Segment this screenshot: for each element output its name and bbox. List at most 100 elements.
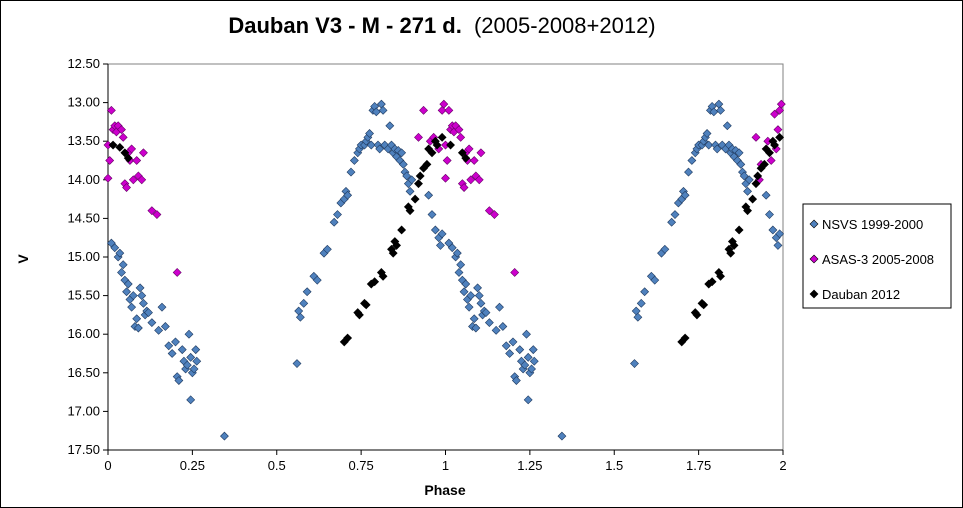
data-point bbox=[446, 140, 455, 150]
data-point bbox=[712, 144, 722, 154]
data-point bbox=[748, 194, 758, 204]
data-point bbox=[191, 345, 201, 355]
data-point bbox=[177, 345, 187, 355]
data-point bbox=[115, 248, 125, 258]
data-point bbox=[505, 349, 515, 358]
data-point bbox=[511, 376, 521, 385]
data-point bbox=[441, 173, 450, 183]
data-point bbox=[766, 156, 776, 165]
legend-marker bbox=[809, 254, 819, 264]
data-point bbox=[687, 156, 697, 165]
data-point bbox=[405, 186, 415, 196]
data-point bbox=[365, 129, 374, 138]
data-point bbox=[139, 148, 148, 158]
data-point bbox=[768, 225, 778, 235]
data-point bbox=[743, 206, 752, 216]
data-point bbox=[132, 314, 142, 324]
data-point bbox=[132, 156, 142, 165]
data-point bbox=[157, 302, 167, 312]
data-point bbox=[660, 244, 670, 254]
data-point bbox=[770, 109, 779, 119]
data-point bbox=[427, 210, 437, 219]
data-point bbox=[405, 206, 415, 216]
data-point bbox=[397, 225, 407, 235]
data-point bbox=[427, 148, 437, 158]
data-point bbox=[736, 159, 746, 169]
data-point bbox=[343, 333, 353, 343]
data-point bbox=[481, 308, 491, 318]
data-point bbox=[171, 337, 180, 347]
data-point bbox=[523, 352, 533, 362]
data-point bbox=[466, 175, 476, 185]
data-point bbox=[437, 229, 447, 239]
series-2 bbox=[108, 132, 785, 347]
data-point bbox=[189, 364, 199, 374]
data-point bbox=[430, 225, 440, 235]
data-point bbox=[508, 337, 518, 347]
data-point bbox=[117, 125, 126, 135]
data-point bbox=[753, 171, 763, 181]
legend-label: Dauban 2012 bbox=[822, 287, 900, 302]
series-layer bbox=[103, 99, 786, 441]
data-point bbox=[765, 210, 774, 219]
x-tick-label: 0.25 bbox=[180, 458, 205, 473]
data-point bbox=[461, 279, 471, 289]
plot-area bbox=[107, 63, 784, 451]
data-point bbox=[461, 153, 471, 163]
data-point bbox=[407, 175, 417, 185]
data-point bbox=[144, 308, 153, 318]
data-point bbox=[464, 144, 474, 154]
data-point bbox=[385, 121, 395, 131]
data-point bbox=[436, 240, 445, 250]
data-point bbox=[432, 140, 442, 150]
y-tick-label: 13.00 bbox=[67, 95, 100, 110]
data-point bbox=[751, 132, 761, 142]
legend-marker bbox=[809, 289, 819, 299]
data-point bbox=[692, 310, 702, 320]
x-tick-label: 2 bbox=[779, 458, 786, 473]
data-point bbox=[761, 190, 771, 200]
data-point bbox=[716, 271, 725, 281]
data-point bbox=[702, 129, 712, 138]
data-point bbox=[220, 431, 229, 441]
data-point bbox=[716, 105, 725, 115]
data-point bbox=[115, 142, 125, 152]
data-point bbox=[743, 186, 752, 196]
data-point bbox=[557, 431, 567, 441]
data-point bbox=[722, 121, 732, 131]
data-point bbox=[343, 190, 353, 200]
data-point bbox=[302, 287, 312, 297]
data-point bbox=[773, 240, 783, 250]
data-point bbox=[122, 183, 131, 192]
data-point bbox=[770, 140, 779, 150]
data-point bbox=[650, 275, 660, 285]
data-point bbox=[414, 132, 423, 142]
y-tick-label: 17.00 bbox=[67, 403, 100, 418]
data-point bbox=[707, 277, 717, 287]
data-point bbox=[775, 105, 785, 115]
y-tick-label: 13.50 bbox=[67, 133, 100, 148]
data-point bbox=[137, 291, 147, 301]
data-point bbox=[346, 167, 356, 177]
y-axis-label: V bbox=[15, 254, 31, 264]
data-point bbox=[117, 268, 126, 277]
series-0 bbox=[106, 99, 785, 441]
data-point bbox=[498, 322, 508, 331]
y-tick-label: 16.00 bbox=[67, 326, 100, 341]
data-point bbox=[174, 376, 184, 385]
data-point bbox=[392, 240, 401, 250]
data-point bbox=[366, 140, 376, 150]
legend-items: NSVS 1999-2000 ASAS-3 2005-2008 Dauban 201… bbox=[809, 217, 934, 302]
data-point bbox=[292, 359, 302, 368]
data-point bbox=[182, 360, 192, 370]
data-point bbox=[474, 291, 484, 301]
data-point bbox=[160, 322, 170, 331]
data-point bbox=[667, 217, 677, 227]
chart-title-dates: (2005-2008+2012) bbox=[474, 13, 656, 38]
data-point bbox=[128, 175, 138, 185]
data-point bbox=[127, 302, 137, 312]
data-point bbox=[680, 333, 690, 343]
data-point bbox=[471, 323, 481, 333]
x-tick-label: 1 bbox=[442, 458, 449, 473]
data-point bbox=[522, 329, 531, 339]
